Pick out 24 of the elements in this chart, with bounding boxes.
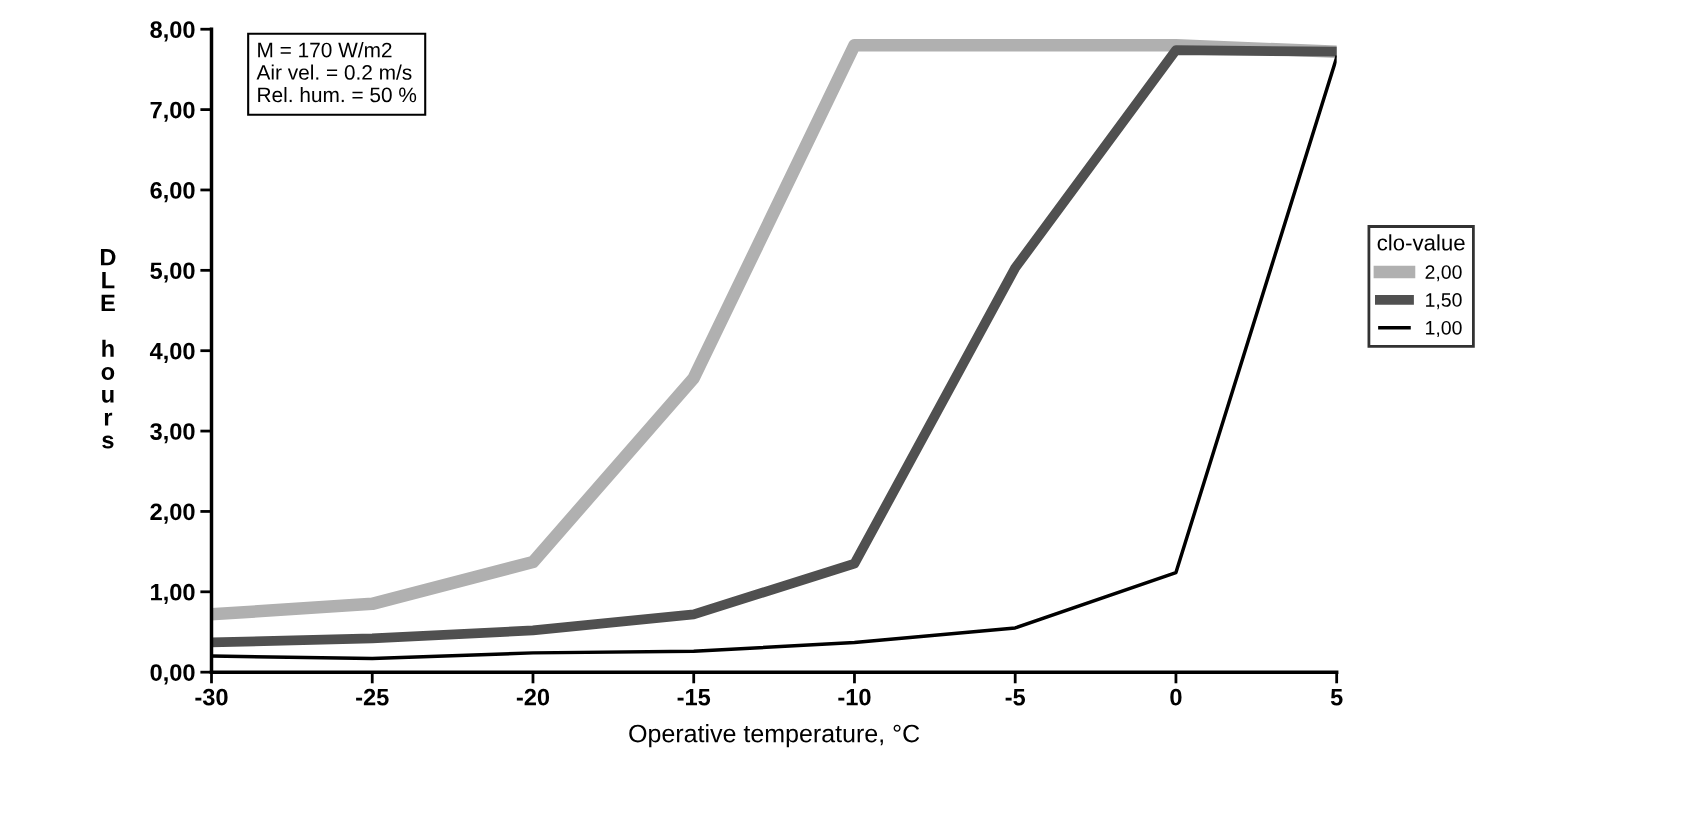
x-axis-title: Operative temperature, °C bbox=[629, 724, 920, 748]
y-tick-label: 8,00 bbox=[150, 21, 195, 42]
y-tick-label: 0,00 bbox=[150, 664, 195, 685]
y-tick-label: 2,00 bbox=[150, 503, 195, 524]
legend-label: 2,00 bbox=[1425, 265, 1462, 282]
x-tick-label: -30 bbox=[195, 688, 228, 706]
y-tick-label: 7,00 bbox=[150, 101, 195, 122]
y-tick-label: 5,00 bbox=[150, 262, 195, 283]
x-tick-label: -15 bbox=[677, 689, 711, 706]
legend-title: clo-value bbox=[1377, 234, 1465, 251]
y-tick-label: 4,00 bbox=[149, 342, 195, 363]
legend-label: 1,00 bbox=[1426, 320, 1462, 337]
x-tick-label: 0 bbox=[1170, 688, 1182, 706]
x-tick-label: -5 bbox=[1005, 689, 1026, 706]
x-tick-label: -20 bbox=[516, 688, 550, 706]
y-tick-label: 3,00 bbox=[150, 423, 195, 444]
text: DLE hours bbox=[100, 249, 116, 449]
x-tick-label: -25 bbox=[356, 688, 389, 706]
y-tick-label: 1,00 bbox=[151, 583, 195, 605]
y-tick-label: 6,00 bbox=[150, 182, 195, 203]
annotation: M = 170 W/m2 Air vel. = 0.2 m/s Rel. hum. = 50 % bbox=[256, 42, 417, 103]
x-tick-label: 5 bbox=[1330, 689, 1343, 706]
x-tick-label: -10 bbox=[838, 688, 871, 706]
legend-label: 1,50 bbox=[1426, 293, 1462, 310]
